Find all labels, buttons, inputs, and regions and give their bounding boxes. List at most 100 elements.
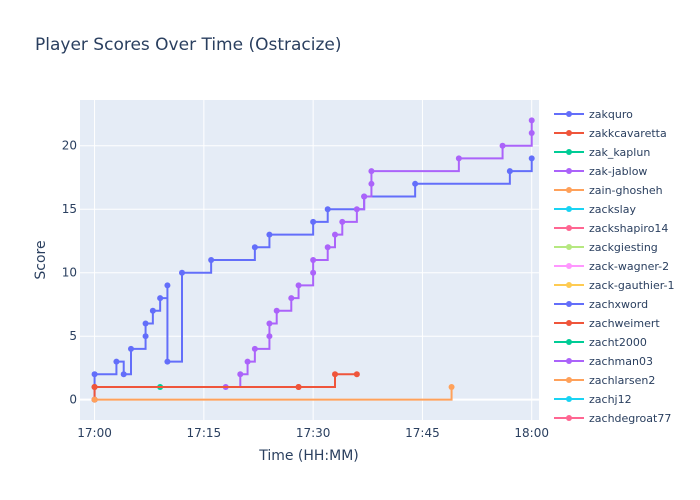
x-tick-label: 18:00 [514,426,549,440]
series-zachweimert [91,371,360,390]
data-point [91,396,98,403]
legend-item[interactable]: zachxword [554,298,648,311]
data-point [368,180,375,187]
legend-swatch-marker [566,396,572,402]
data-point [324,206,331,213]
legend-item[interactable]: zachweimert [554,317,660,330]
data-point [506,168,513,175]
legend-label: zackslay [589,203,636,216]
data-point [310,269,317,276]
legend-item[interactable]: zack-wagner-2 [554,260,669,273]
legend-item[interactable]: zackshapiro14 [554,222,668,235]
data-point [455,155,462,162]
legend-swatch-marker [566,377,572,383]
data-point [310,257,317,263]
legend-label: zak-jablow [589,165,647,178]
y-tick-label: 15 [62,202,77,216]
legend-item[interactable]: zak_kaplun [554,146,650,159]
legend-item[interactable]: zackgiesting [554,241,658,254]
data-point [266,320,273,327]
x-tick-label: 17:15 [187,426,222,440]
legend-swatch-marker [566,301,572,307]
data-point [128,345,134,352]
x-tick-label: 17:45 [405,426,440,440]
data-point [448,383,455,390]
legend-swatch-marker [566,187,572,193]
legend-label: zakquro [589,108,633,121]
y-tick-label: 0 [69,393,77,407]
legend-swatch-marker [566,130,572,136]
data-point [179,269,185,276]
legend-label: zack-gauthier-1 [589,279,675,292]
legend-label: zachj12 [589,393,632,406]
data-point [142,333,149,340]
data-point [208,257,215,263]
data-point [237,371,244,378]
data-point [120,371,127,378]
data-point [157,295,164,302]
legend-item[interactable]: zack-gauthier-1 [554,279,675,292]
legend-item[interactable]: zachlarsen2 [554,374,655,387]
data-point [164,282,171,289]
legend-item[interactable]: zachj12 [554,393,632,406]
data-point [332,231,338,238]
legend-label: zain-ghosheh [589,184,663,197]
series-line [225,120,533,388]
data-point [528,130,535,137]
y-tick-label: 10 [62,266,77,280]
legend-swatch-marker [566,206,572,212]
series-line [94,386,453,401]
legend-label: zacht2000 [589,336,647,349]
data-point [251,345,258,352]
data-point [528,155,535,162]
data-point [91,371,98,378]
data-point [244,358,251,365]
legend-label: zak_kaplun [589,146,650,159]
legend-item[interactable]: zak-jablow [554,165,647,178]
data-point [295,383,302,390]
legend-item[interactable]: zacht2000 [554,336,647,349]
legend-label: zachdegroat77 [589,412,671,425]
x-tick-label: 17:00 [77,426,112,440]
legend-label: zachweimert [589,317,660,330]
data-point [528,117,535,124]
data-point [273,307,280,314]
series-zak-jablow [222,117,535,390]
data-point [295,282,302,289]
data-point [332,371,338,378]
grid [80,100,539,420]
legend-label: zack-wagner-2 [589,260,669,273]
legend-swatch-marker [566,320,572,326]
legend-label: zachxword [589,298,648,311]
chart-title: Player Scores Over Time (Ostracize) [35,35,342,55]
legend-label: zachlarsen2 [589,374,655,387]
legend-item[interactable]: zackslay [554,203,636,216]
legend-item[interactable]: zain-ghosheh [554,184,663,197]
legend-swatch-marker [566,149,572,155]
data-point [266,333,273,340]
legend-item[interactable]: zakkcavaretta [554,127,667,140]
legend-swatch-marker [566,358,572,364]
y-ticks: 0 5 10 15 20 [62,139,77,407]
data-point [164,358,171,365]
legend-item[interactable]: zachdegroat77 [554,412,671,425]
legend-swatch-marker [566,225,572,231]
data-point [142,320,149,327]
x-axis-title: Time (HH:MM) [258,448,359,464]
legend: zakquro zakkcavaretta zak_kaplun zak-jablow… [554,108,675,425]
legend-item[interactable]: zachman03 [554,355,653,368]
legend-swatch-marker [566,168,572,174]
legend-item[interactable]: zakquro [554,108,633,121]
y-tick-label: 20 [62,139,77,153]
data-point [339,218,346,225]
data-point [149,307,156,314]
data-point [266,231,273,238]
data-point [324,244,331,251]
legend-swatch-marker [566,282,572,288]
data-point [361,193,368,200]
plot-area [80,100,539,420]
legend-swatch-marker [566,415,572,421]
data-point [353,371,360,378]
series-layer [91,117,535,403]
